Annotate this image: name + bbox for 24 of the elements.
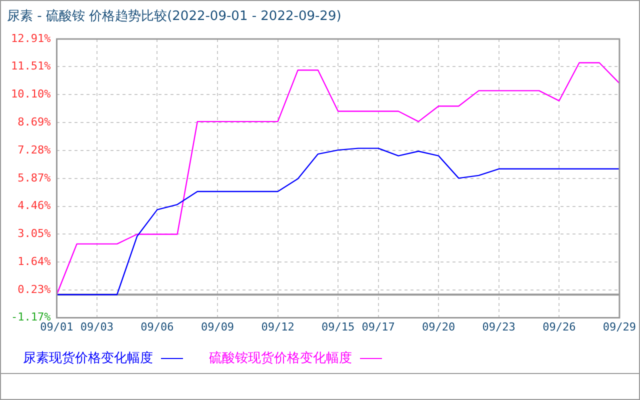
y-tick-label: 11.51% bbox=[10, 60, 52, 73]
y-tick-label: 7.28% bbox=[18, 143, 52, 156]
legend-label: 硫酸铵现货价格变化幅度 bbox=[209, 350, 352, 367]
x-tick-label: 09/20 bbox=[422, 320, 456, 334]
y-tick-label: 1.64% bbox=[18, 255, 52, 268]
y-tick-label: 10.10% bbox=[10, 88, 52, 100]
x-tick-label: 09/01 bbox=[40, 320, 74, 334]
legend-label: 尿素现货价格变化幅度 bbox=[23, 350, 153, 367]
x-tick-label: 09/09 bbox=[200, 320, 234, 334]
x-tick-label: 09/12 bbox=[261, 320, 294, 334]
y-tick-label: 4.46% bbox=[18, 199, 52, 212]
x-tick-label: 09/29 bbox=[602, 320, 636, 334]
y-tick-label: 5.87% bbox=[18, 171, 52, 184]
x-tick-label: 09/03 bbox=[80, 320, 114, 334]
x-tick-label: 09/06 bbox=[140, 320, 174, 334]
x-tick-label: 09/17 bbox=[362, 320, 395, 334]
x-tick-label: 09/15 bbox=[322, 320, 355, 334]
y-tick-label: 3.05% bbox=[18, 227, 52, 240]
chart-title: 尿素 - 硫酸铵 价格趋势比较(2022-09-01 - 2022-09-29) bbox=[7, 8, 342, 25]
y-tick-label: 0.23% bbox=[18, 282, 52, 296]
y-tick-label: 12.91% bbox=[10, 32, 52, 45]
x-tick-label: 09/23 bbox=[482, 320, 516, 334]
y-tick-label: 8.69% bbox=[18, 115, 52, 128]
x-tick-label: 09/26 bbox=[542, 320, 576, 334]
